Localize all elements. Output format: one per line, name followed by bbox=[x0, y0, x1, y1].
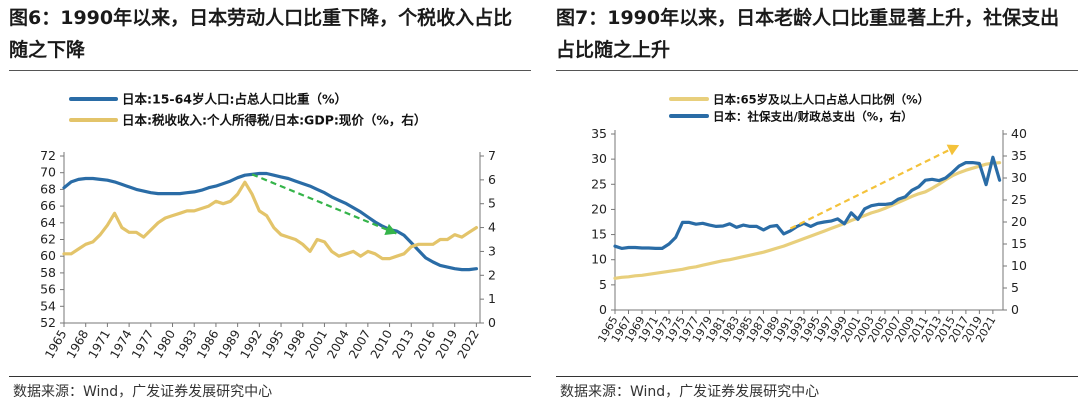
y-right-tick-label: 7 bbox=[488, 148, 496, 163]
y-right-tick-label: 10 bbox=[1011, 258, 1027, 273]
y-right-tick-label: 40 bbox=[1011, 126, 1027, 141]
y-left-tick-label: 20 bbox=[591, 201, 607, 216]
title-divider bbox=[556, 70, 1078, 71]
x-tick-label: 2022 bbox=[455, 328, 482, 361]
y-right-tick-label: 5 bbox=[488, 196, 496, 211]
y-right-tick-label: 5 bbox=[1011, 280, 1019, 295]
legend-label-1: 日本：社保支出/财政总支出（%，右） bbox=[713, 110, 913, 124]
y-left-tick-label: 66 bbox=[40, 198, 56, 213]
y-right-tick-label: 4 bbox=[488, 220, 496, 235]
series-line-1 bbox=[613, 155, 1002, 250]
source-note: 数据来源：Wind，广发证券发展研究中心 bbox=[13, 384, 273, 400]
y-left-tick-label: 25 bbox=[591, 176, 607, 191]
series-line-0 bbox=[613, 161, 1002, 280]
y-left-tick-label: 0 bbox=[599, 302, 607, 317]
y-left-tick-label: 72 bbox=[40, 148, 56, 163]
series-line-0 bbox=[62, 171, 478, 272]
y-right-tick-label: 6 bbox=[488, 172, 496, 187]
y-left-tick-label: 58 bbox=[40, 265, 56, 280]
y-left-tick-label: 15 bbox=[591, 227, 607, 242]
source-note: 数据来源：Wind，广发证券发展研究中心 bbox=[560, 384, 820, 400]
y-left-tick-label: 10 bbox=[591, 252, 607, 267]
y-left-tick-label: 64 bbox=[40, 215, 56, 230]
y-left-tick-label: 30 bbox=[591, 151, 607, 166]
trend-arrow-head bbox=[384, 223, 397, 236]
legend-label-0: 日本:65岁及以上人口占总人口比例（%） bbox=[713, 93, 929, 107]
chart-fig7: 0510152025303505101520253035401965196719… bbox=[591, 93, 1027, 345]
y-left-tick-label: 54 bbox=[40, 298, 56, 313]
y-right-tick-label: 0 bbox=[1011, 302, 1019, 317]
y-right-tick-label: 30 bbox=[1011, 170, 1027, 185]
chart-title: 图7：1990年以来，日本老龄人口比重显著上升，社保支出占比随之上升 bbox=[556, 7, 1060, 61]
y-right-tick-label: 1 bbox=[488, 291, 496, 306]
y-left-tick-label: 70 bbox=[40, 165, 56, 180]
y-left-tick-label: 60 bbox=[40, 248, 56, 263]
y-left-tick-label: 56 bbox=[40, 282, 56, 297]
trend-arrow-line bbox=[251, 173, 398, 235]
chart-title: 图6：1990年以来，日本劳动人口比重下降，个税收入占比随之下降 bbox=[9, 7, 513, 61]
y-left-tick-label: 62 bbox=[40, 232, 56, 247]
y-right-tick-label: 15 bbox=[1011, 236, 1027, 251]
y-right-tick-label: 0 bbox=[488, 315, 496, 330]
y-right-tick-label: 25 bbox=[1011, 192, 1027, 207]
chart-panel-fig6: 图6：1990年以来，日本劳动人口比重下降，个税收入占比随之下降 52 54 56 5… bbox=[9, 0, 531, 413]
source-divider bbox=[9, 376, 531, 377]
source-divider bbox=[556, 376, 1078, 377]
y-right-tick-label: 20 bbox=[1011, 214, 1027, 229]
chart-fig6: 5254565860626466687072012345671965196819… bbox=[40, 92, 496, 361]
y-left-tick-label: 35 bbox=[591, 126, 607, 141]
chart-panel-fig7: 图7：1990年以来，日本老龄人口比重显著上升，社保支出占比随之上升 0 5 10 1… bbox=[556, 0, 1078, 413]
legend-label-1: 日本:税收收入:个人所得税/日本:GDP:现价（%，右） bbox=[122, 113, 426, 128]
trend-arrow-line bbox=[789, 144, 960, 230]
legend-label-0: 日本:15-64岁人口:占总人口比重（%） bbox=[122, 92, 347, 107]
trend-arrow-head bbox=[946, 144, 960, 156]
series-line-1 bbox=[62, 180, 478, 261]
y-right-tick-label: 3 bbox=[488, 243, 496, 258]
y-left-tick-label: 5 bbox=[599, 277, 607, 292]
y-left-tick-label: 52 bbox=[40, 315, 56, 330]
y-right-tick-label: 35 bbox=[1011, 148, 1027, 163]
y-right-tick-label: 2 bbox=[488, 267, 496, 282]
y-left-tick-label: 68 bbox=[40, 181, 56, 196]
title-divider bbox=[9, 70, 531, 71]
